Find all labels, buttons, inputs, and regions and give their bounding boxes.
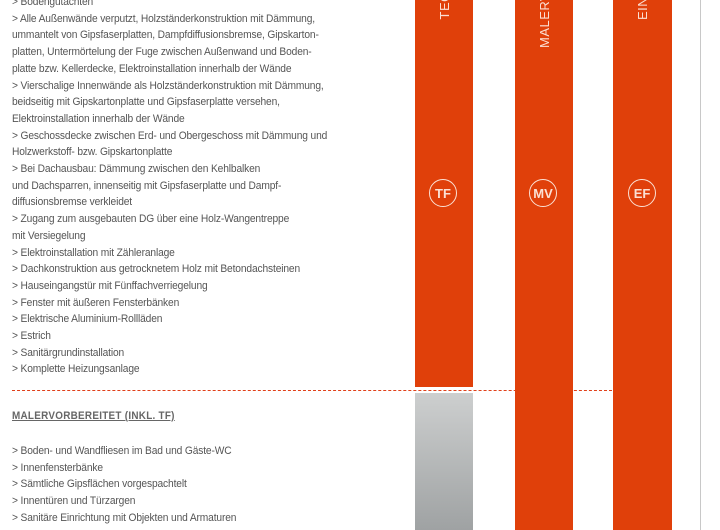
- list-item-line: und Dachsparren, innenseitig mit Gipsfas…: [12, 179, 282, 192]
- badge-ef: EF: [628, 179, 656, 207]
- list-item: > Bodengutachten: [12, 0, 327, 11]
- list-item-line: > Sanitärgrundinstallation: [12, 346, 125, 359]
- bar-ef: EIN EF: [613, 0, 672, 530]
- list-item: > Sanitärgrundinstallation: [12, 345, 327, 362]
- list-item: > Zugang zum ausgebauten DG über eine Ho…: [12, 211, 327, 244]
- bar-label-ef: EIN: [635, 0, 650, 20]
- list-item-line: > Fenster mit äußeren Fensterbänken: [12, 296, 180, 309]
- list-item-line: > Komplette Heizungsanlage: [12, 363, 140, 376]
- list-item: > Innentüren und Türzargen: [12, 493, 236, 510]
- list-item: > Geschossdecke zwischen Erd- und Oberge…: [12, 128, 327, 161]
- bar-label-tf: TEC: [437, 0, 452, 19]
- list-item-line: > Bei Dachausbau: Dämmung zwischen den K…: [12, 163, 261, 176]
- badge-tf: TF: [429, 179, 457, 207]
- list-item-line: > Innentüren und Türzargen: [12, 495, 136, 508]
- list-item-line: ummantelt von Gipsfaserplatten, Dampfdif…: [12, 29, 319, 42]
- list-item-line: platten, Untermörtelung der Fuge zwische…: [12, 46, 312, 59]
- list-item: > Sämtliche Gipsflächen vorgespachtelt: [12, 476, 236, 493]
- section-heading-malervorbereitet: MALERVORBEREITET (INKL. TF): [12, 410, 175, 422]
- page-edge-line: [700, 0, 701, 530]
- list-item-line: > Alle Außenwände verputzt, Holzständerk…: [12, 12, 315, 25]
- list-item-line: > Bodengutachten: [12, 0, 94, 8]
- list-item-line: > Zugang zum ausgebauten DG über eine Ho…: [12, 213, 290, 226]
- list-item: > Boden- und Wandfliesen im Bad und Gäst…: [12, 443, 236, 460]
- list-item-line: > Geschossdecke zwischen Erd- und Oberge…: [12, 129, 328, 142]
- list-item-line: > Sämtliche Gipsflächen vorgespachtelt: [12, 478, 187, 491]
- malervorbereitet-list: > Boden- und Wandfliesen im Bad und Gäst…: [12, 443, 236, 527]
- list-item: > Fenster mit äußeren Fensterbänken: [12, 295, 327, 312]
- technik-fertig-list: > Bodengutachten > Alle Außenwände verput…: [12, 0, 327, 378]
- list-item: > Elektrische Aluminium-Rollläden: [12, 311, 327, 328]
- bar-tf: TEC TF: [415, 0, 473, 387]
- list-item-line: > Dachkonstruktion aus getrocknetem Holz…: [12, 263, 301, 276]
- list-item-line: > Vierschalige Innenwände als Holzstände…: [12, 79, 324, 92]
- list-item-line: > Estrich: [12, 330, 51, 343]
- bar-label-mv: MALERV: [537, 0, 552, 48]
- bar-mv: MALERV MV: [515, 0, 573, 530]
- list-item-line: platte bzw. Kellerdecke, Elektroinstalla…: [12, 62, 292, 75]
- list-item-line: > Sanitäre Einrichtung mit Objekten und …: [12, 511, 237, 524]
- list-item-line: > Boden- und Wandfliesen im Bad und Gäst…: [12, 445, 232, 457]
- bar-tf-gray: [415, 393, 473, 530]
- badge-mv: MV: [529, 179, 557, 207]
- list-item-line: diffusionsbremse verkleidet: [12, 196, 133, 209]
- list-item-line: beidseitig mit Gipskartonplatte und Gips…: [12, 96, 280, 109]
- list-item-line: > Elektrische Aluminium-Rollläden: [12, 313, 163, 326]
- list-item: > Hauseingangstür mit Fünffachverriegelu…: [12, 278, 327, 295]
- list-item: > Komplette Heizungsanlage: [12, 361, 327, 378]
- list-item: > Vierschalige Innenwände als Holzstände…: [12, 78, 327, 128]
- list-item: > Innenfensterbänke: [12, 460, 236, 477]
- list-item: > Elektroinstallation mit Zähleranlage: [12, 245, 327, 262]
- list-item: > Estrich: [12, 328, 327, 345]
- list-item-line: > Innenfensterbänke: [12, 461, 103, 474]
- list-item: > Dachkonstruktion aus getrocknetem Holz…: [12, 261, 327, 278]
- list-item-line: mit Versiegelung: [12, 229, 86, 242]
- list-item: > Alle Außenwände verputzt, Holzständerk…: [12, 11, 327, 78]
- list-item-line: Elektroinstallation innerhalb der Wände: [12, 112, 185, 125]
- list-item-line: > Elektroinstallation mit Zähleranlage: [12, 246, 175, 259]
- list-item-line: > Hauseingangstür mit Fünffachverriegelu…: [12, 279, 208, 292]
- list-item: > Sanitäre Einrichtung mit Objekten und …: [12, 510, 236, 527]
- section-divider: [12, 390, 612, 391]
- list-item-line: Holzwerkstoff- bzw. Gipskartonplatte: [12, 146, 173, 159]
- list-item: > Bei Dachausbau: Dämmung zwischen den K…: [12, 161, 327, 211]
